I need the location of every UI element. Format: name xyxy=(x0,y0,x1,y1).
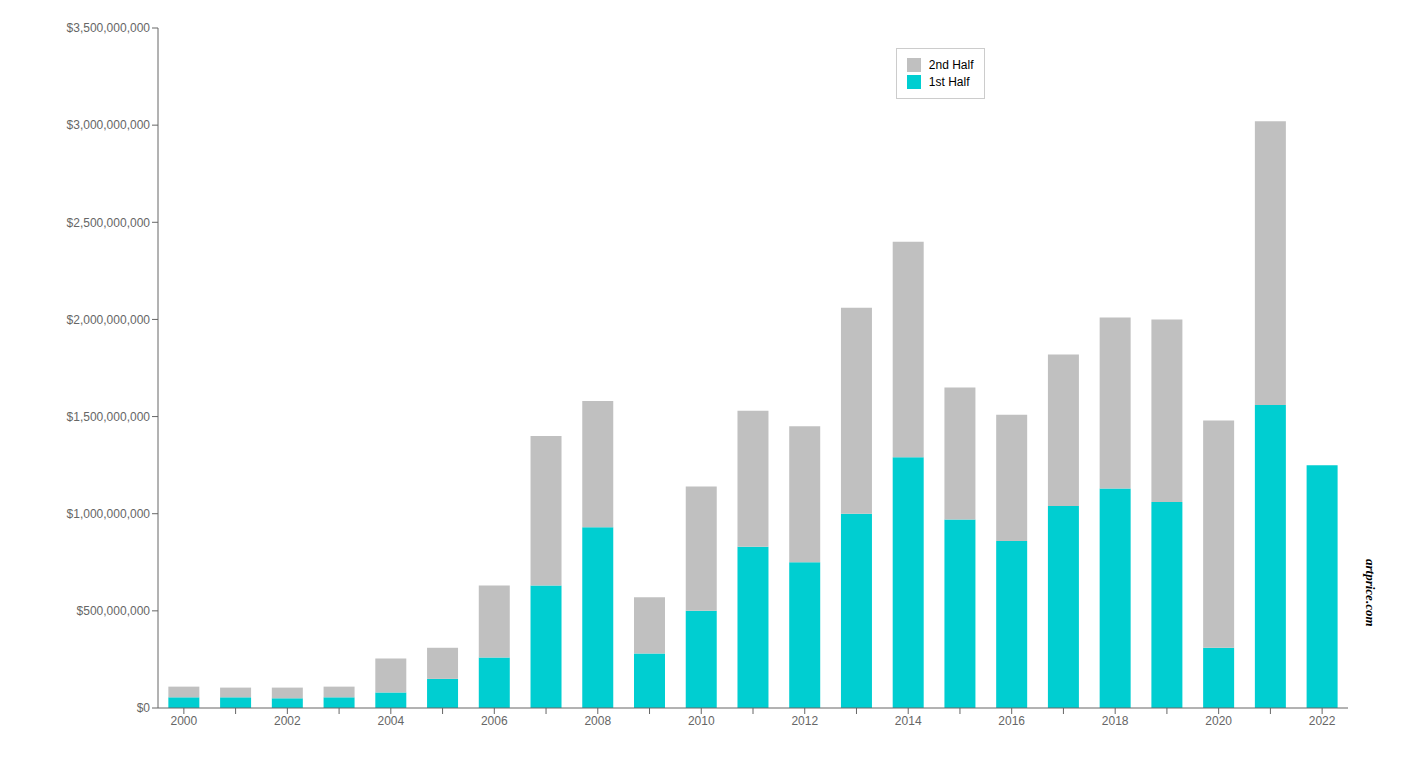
html-text:artprice.com: artprice.com xyxy=(1363,558,1378,627)
svg-text:2008: 2008 xyxy=(584,714,611,728)
svg-text:2006: 2006 xyxy=(481,714,508,728)
svg-text:2000: 2000 xyxy=(171,714,198,728)
svg-text:2020: 2020 xyxy=(1205,714,1232,728)
svg-text:$0: $0 xyxy=(137,701,151,715)
svg-text:2014: 2014 xyxy=(895,714,922,728)
svg-text:$3,500,000,000: $3,500,000,000 xyxy=(67,21,151,35)
html-text:2nd Half: 2nd Half xyxy=(928,58,974,73)
svg-text:$3,000,000,000: $3,000,000,000 xyxy=(67,118,151,132)
svg-text:2016: 2016 xyxy=(998,714,1025,728)
svg-text:$2,500,000,000: $2,500,000,000 xyxy=(67,216,151,230)
svg-text:2022: 2022 xyxy=(1309,714,1336,728)
svg-text:2012: 2012 xyxy=(791,714,818,728)
svg-text:2018: 2018 xyxy=(1102,714,1129,728)
svg-text:2004: 2004 xyxy=(377,714,404,728)
svg-text:$500,000,000: $500,000,000 xyxy=(77,604,151,618)
svg-text:2010: 2010 xyxy=(688,714,715,728)
svg-text:$1,000,000,000: $1,000,000,000 xyxy=(67,507,151,521)
html-text:1st Half: 1st Half xyxy=(928,75,970,90)
svg-text:$2,000,000,000: $2,000,000,000 xyxy=(67,313,151,327)
svg-text:2002: 2002 xyxy=(274,714,301,728)
svg-text:$1,500,000,000: $1,500,000,000 xyxy=(67,410,151,424)
